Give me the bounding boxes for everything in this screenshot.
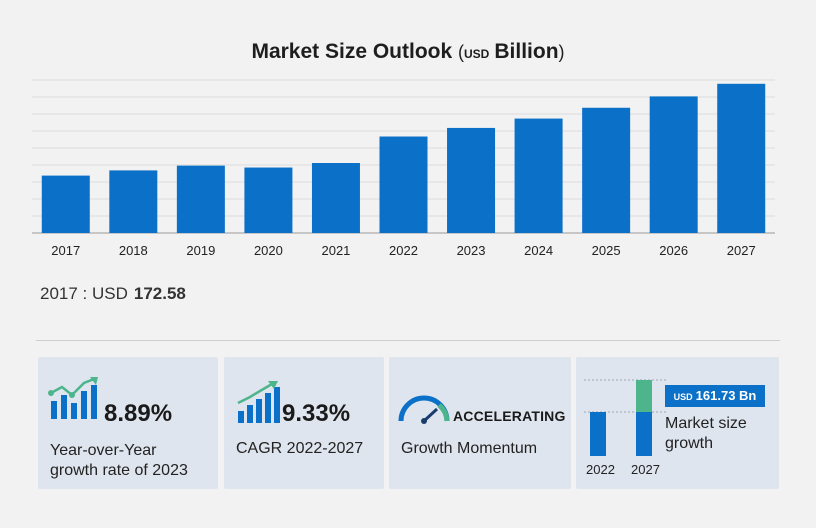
x-tick-label-2019: 2019 <box>186 243 215 258</box>
base-year-amount: 172.58 <box>133 284 186 303</box>
growth-label-line1: Market size <box>665 415 747 432</box>
chart-title: Market Size Outlook (USD Billion) <box>0 40 816 64</box>
mini-bar-2027-base <box>636 412 652 456</box>
bar-2023 <box>447 127 496 233</box>
cagr-value: 9.33% <box>282 400 351 427</box>
bar-2026 <box>649 96 698 233</box>
x-tick-label-2024: 2024 <box>524 243 553 258</box>
badge-value: 161.73 Bn <box>695 388 757 403</box>
momentum-value: ACCELERATING <box>453 408 566 424</box>
bar-2024 <box>514 118 563 233</box>
growth-badge: USD 161.73 Bn <box>665 385 765 407</box>
chart-title-text: Market Size Outlook <box>251 40 453 63</box>
bar-2021 <box>311 163 360 233</box>
x-tick-label-2020: 2020 <box>254 243 283 258</box>
growth-label-line2: growth <box>665 435 714 452</box>
x-tick-label-2017: 2017 <box>51 243 80 258</box>
cagr-label: CAGR 2022-2027 <box>236 440 364 457</box>
cagr-card: 9.33% CAGR 2022-2027 <box>224 357 384 489</box>
base-year-label: 2017 : USD <box>40 284 128 303</box>
cagr-chart-icon <box>237 381 280 423</box>
yoy-label-line1: Year-over-Year <box>50 442 157 459</box>
growth-chart-icon <box>48 377 98 419</box>
x-tick-label-2022: 2022 <box>389 243 418 258</box>
x-tick-label-2025: 2025 <box>592 243 621 258</box>
mini-bar-2022 <box>590 412 606 456</box>
yoy-card: 8.89% Year-over-Year growth rate of 2023 <box>38 357 218 489</box>
x-tick-label-2023: 2023 <box>457 243 486 258</box>
chart-title-unit: (USD Billion) <box>458 40 565 63</box>
x-tick-label-2026: 2026 <box>659 243 688 258</box>
bar-2017 <box>41 175 90 233</box>
x-tick-label-2018: 2018 <box>119 243 148 258</box>
mini-year-start: 2022 <box>586 462 615 477</box>
bar-2027 <box>717 83 766 233</box>
unit-word: Billion <box>494 40 559 63</box>
bar-2020 <box>244 167 293 233</box>
unit-open: ( <box>458 42 465 62</box>
base-year-value: 2017 : USD 172.58 <box>40 284 186 304</box>
badge-unit: USD <box>673 392 693 402</box>
bar-2025 <box>582 107 631 233</box>
speedometer-icon <box>398 395 450 424</box>
mini-year-end: 2027 <box>631 462 660 477</box>
yoy-label-line2: growth rate of 2023 <box>50 462 188 479</box>
momentum-card: ACCELERATING Growth Momentum <box>389 357 571 489</box>
section-divider <box>36 340 780 341</box>
growth-card <box>576 357 779 489</box>
bar-2018 <box>109 170 158 233</box>
bar-2019 <box>176 165 225 233</box>
unit-close: ) <box>558 42 565 62</box>
x-tick-label-2027: 2027 <box>727 243 756 258</box>
unit-currency: USD <box>464 47 490 61</box>
x-tick-label-2021: 2021 <box>321 243 350 258</box>
mini-growth-chart <box>584 379 666 456</box>
mini-bar-2027-growth <box>636 380 652 412</box>
bar-2022 <box>379 136 428 233</box>
momentum-label: Growth Momentum <box>401 440 538 457</box>
bar-chart: 2017 2018 2019 2020 2021 2022 2023 2024 2025 2026… <box>32 79 775 258</box>
yoy-value: 8.89% <box>104 400 173 427</box>
